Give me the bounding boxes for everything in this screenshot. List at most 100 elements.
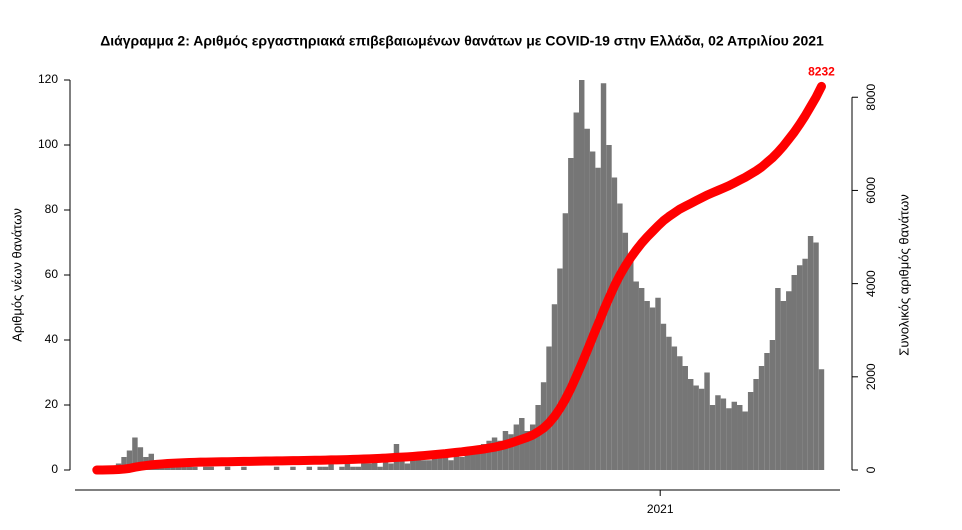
- bar: [780, 301, 787, 470]
- bar: [775, 288, 781, 470]
- bar: [126, 450, 133, 470]
- bar: [682, 366, 688, 470]
- bar: [475, 450, 481, 470]
- bar: [535, 405, 541, 470]
- bar: [448, 460, 454, 470]
- bar: [687, 379, 694, 470]
- bar: [796, 265, 803, 470]
- bar: [382, 457, 389, 470]
- bar: [660, 323, 667, 470]
- bar: [366, 463, 372, 470]
- y-tick-label: 100: [38, 137, 58, 151]
- bar: [720, 398, 727, 470]
- bar: [170, 466, 176, 470]
- bar: [589, 151, 596, 470]
- bar: [546, 346, 552, 470]
- bar: [628, 258, 634, 470]
- bar: [371, 460, 378, 470]
- bar: [638, 288, 645, 470]
- y-tick-label: 120: [38, 72, 58, 86]
- bar: [328, 463, 334, 470]
- bar: [306, 466, 313, 470]
- bar: [377, 466, 383, 470]
- bar: [802, 258, 808, 470]
- bar: [633, 281, 639, 470]
- bar: [388, 463, 394, 470]
- bar: [600, 83, 607, 470]
- cumulative-line: [92, 81, 826, 475]
- bar: [273, 466, 280, 470]
- bar: [764, 353, 770, 470]
- y2-axis-label: Συνολικός αριθμός θανάτων: [896, 194, 911, 355]
- bar: [747, 392, 754, 470]
- bar: [617, 203, 623, 470]
- bar: [584, 128, 590, 470]
- bar: [818, 369, 825, 470]
- bar: [769, 340, 776, 470]
- bar: [742, 411, 748, 470]
- bar: [426, 460, 432, 470]
- bar: [551, 304, 558, 470]
- bar: [442, 453, 449, 470]
- bar: [175, 466, 182, 470]
- bar: [322, 466, 329, 470]
- bar: [524, 431, 530, 470]
- bar: [399, 460, 405, 470]
- bar: [557, 268, 563, 470]
- bar: [208, 466, 214, 470]
- bar: [415, 453, 421, 470]
- bar: [224, 466, 231, 470]
- bar: [355, 466, 362, 470]
- y2-tick-label: 8000: [864, 84, 878, 111]
- bar: [644, 301, 650, 470]
- bar: [704, 372, 710, 470]
- bar: [497, 440, 503, 470]
- y-tick-label: 0: [51, 462, 58, 476]
- bar: [437, 457, 443, 470]
- bar: [568, 158, 574, 470]
- y-axis-label: Αριθμός νέων θανάτων: [9, 208, 24, 342]
- bar: [715, 395, 721, 470]
- y2-tick-label: 6000: [864, 177, 878, 204]
- y2-tick-label: 0: [864, 466, 878, 473]
- bar: [709, 405, 716, 470]
- end-label: 8232: [808, 65, 835, 79]
- bar: [203, 466, 209, 470]
- bar: [655, 297, 661, 470]
- bar: [562, 213, 569, 470]
- bar: [698, 388, 705, 470]
- bar: [470, 447, 476, 470]
- y-tick-label: 80: [45, 202, 59, 216]
- bar: [361, 463, 367, 470]
- bar: [502, 431, 509, 470]
- bar: [649, 307, 656, 470]
- bar: [791, 275, 797, 470]
- y-tick-label: 60: [45, 267, 59, 281]
- x-tick-label: 2021: [647, 502, 674, 516]
- bar: [807, 236, 814, 470]
- bar: [464, 453, 471, 470]
- bar: [186, 466, 193, 470]
- bar: [666, 336, 672, 470]
- y-tick-label: 20: [45, 397, 59, 411]
- bar: [192, 466, 198, 470]
- bar: [611, 177, 618, 470]
- bar: [350, 466, 356, 470]
- bar: [431, 457, 438, 470]
- y2-tick-label: 4000: [864, 270, 878, 297]
- bar: [508, 434, 514, 470]
- chart-title: Διάγραμμα 2: Αριθμός εργαστηριακά επιβεβ…: [100, 33, 824, 49]
- bar: [737, 405, 743, 470]
- bar: [813, 242, 819, 470]
- bar: [480, 444, 487, 470]
- bar: [786, 291, 792, 470]
- bar: [731, 401, 738, 470]
- bar: [404, 463, 411, 470]
- bar: [758, 366, 765, 470]
- bar: [579, 80, 585, 470]
- bar: [622, 232, 629, 470]
- bar: [671, 346, 678, 470]
- bar: [726, 408, 732, 470]
- bar: [410, 457, 416, 470]
